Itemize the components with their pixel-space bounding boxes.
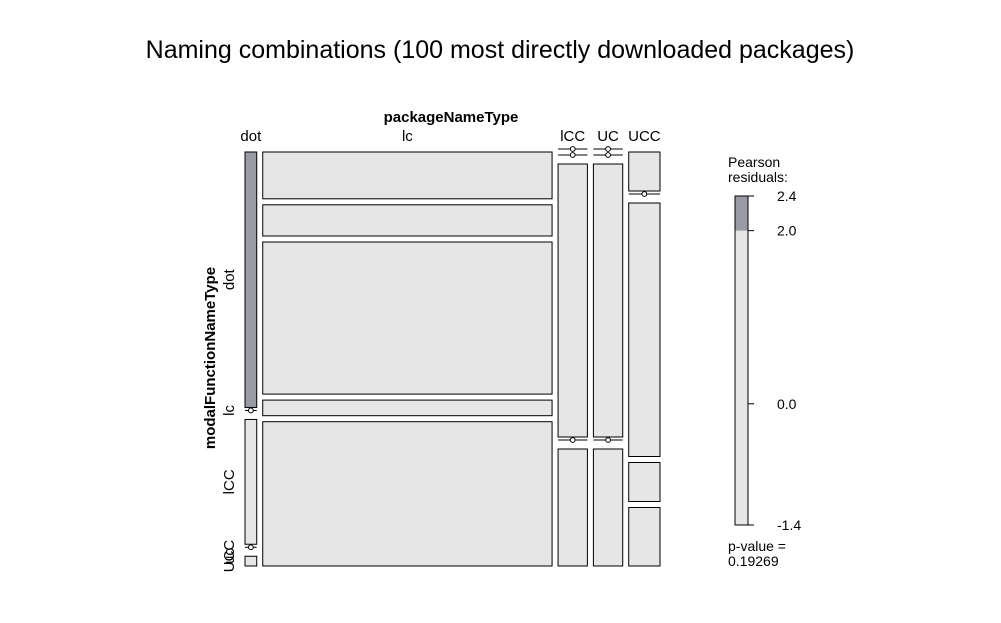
legend-tick-label: 2.4 (777, 188, 797, 204)
legend-frame (734, 195, 749, 526)
empty-cell-marker (247, 407, 254, 414)
legend-tick-label: 0.0 (777, 396, 797, 412)
legend-tick-label: 2.0 (777, 223, 797, 239)
empty-cell-marker (605, 146, 611, 152)
mosaic-tile (628, 202, 661, 457)
mosaic-tile (557, 448, 588, 567)
mosaic-tile (557, 163, 588, 438)
p-value-label: p-value = (728, 538, 786, 554)
empty-cell-marker (605, 437, 611, 443)
legend-segment-high (735, 196, 748, 231)
row-variable-label: modalFunctionNameType (202, 267, 219, 449)
legend-ticks: 2.4 2.0 0.0 -1.4 (748, 188, 801, 533)
empty-cell-marker (247, 544, 254, 551)
mosaic-tile (262, 399, 553, 417)
mosaic-tile (628, 507, 661, 567)
row-label-3: uc (221, 548, 238, 564)
legend-color-bar (734, 195, 749, 526)
empty-cell-marker (569, 152, 576, 158)
column-label-0: dot (240, 128, 262, 145)
empty-cell-marker (569, 437, 576, 443)
mosaic-tiles (244, 146, 661, 567)
legend-title-line2: residuals: (728, 169, 788, 185)
column-label-4: UCC (628, 128, 661, 145)
residual-legend: Pearson residuals: 2.4 2.0 0.0 -1.4 p-value… (728, 154, 801, 569)
mosaic-tile (592, 448, 624, 567)
mosaic-tile (262, 204, 553, 237)
empty-cell-marker (641, 191, 648, 197)
empty-cell-marker (569, 146, 576, 152)
column-label-3: UC (597, 128, 619, 145)
row-label-4: UCC (221, 540, 238, 573)
mosaic-tile (628, 462, 661, 502)
chart-title: Naming combinations (100 most directly d… (146, 36, 855, 64)
column-level-labels: dot lc lCC UC UCC (240, 128, 660, 145)
legend-segment-low (735, 230, 748, 525)
column-label-1: lc (402, 128, 413, 145)
column-variable-label: packageNameType (384, 109, 519, 126)
mosaic-tile (244, 151, 258, 408)
mosaic-tile (592, 163, 624, 438)
mosaic-tile (262, 421, 553, 567)
column-label-2: lCC (560, 128, 585, 145)
p-value-number: 0.19269 (728, 553, 779, 569)
row-label-2: lCC (221, 469, 238, 494)
mosaic-tile (262, 241, 553, 395)
row-label-0: dot (221, 268, 238, 290)
row-label-1: lc (221, 405, 238, 416)
mosaic-tile (262, 151, 553, 200)
empty-cell-marker (605, 152, 611, 158)
legend-title-line1: Pearson (728, 154, 780, 170)
mosaic-tile (244, 418, 258, 545)
mosaic-tile (628, 151, 661, 192)
mosaic-tile (244, 555, 258, 567)
legend-tick-label: -1.4 (777, 517, 801, 533)
